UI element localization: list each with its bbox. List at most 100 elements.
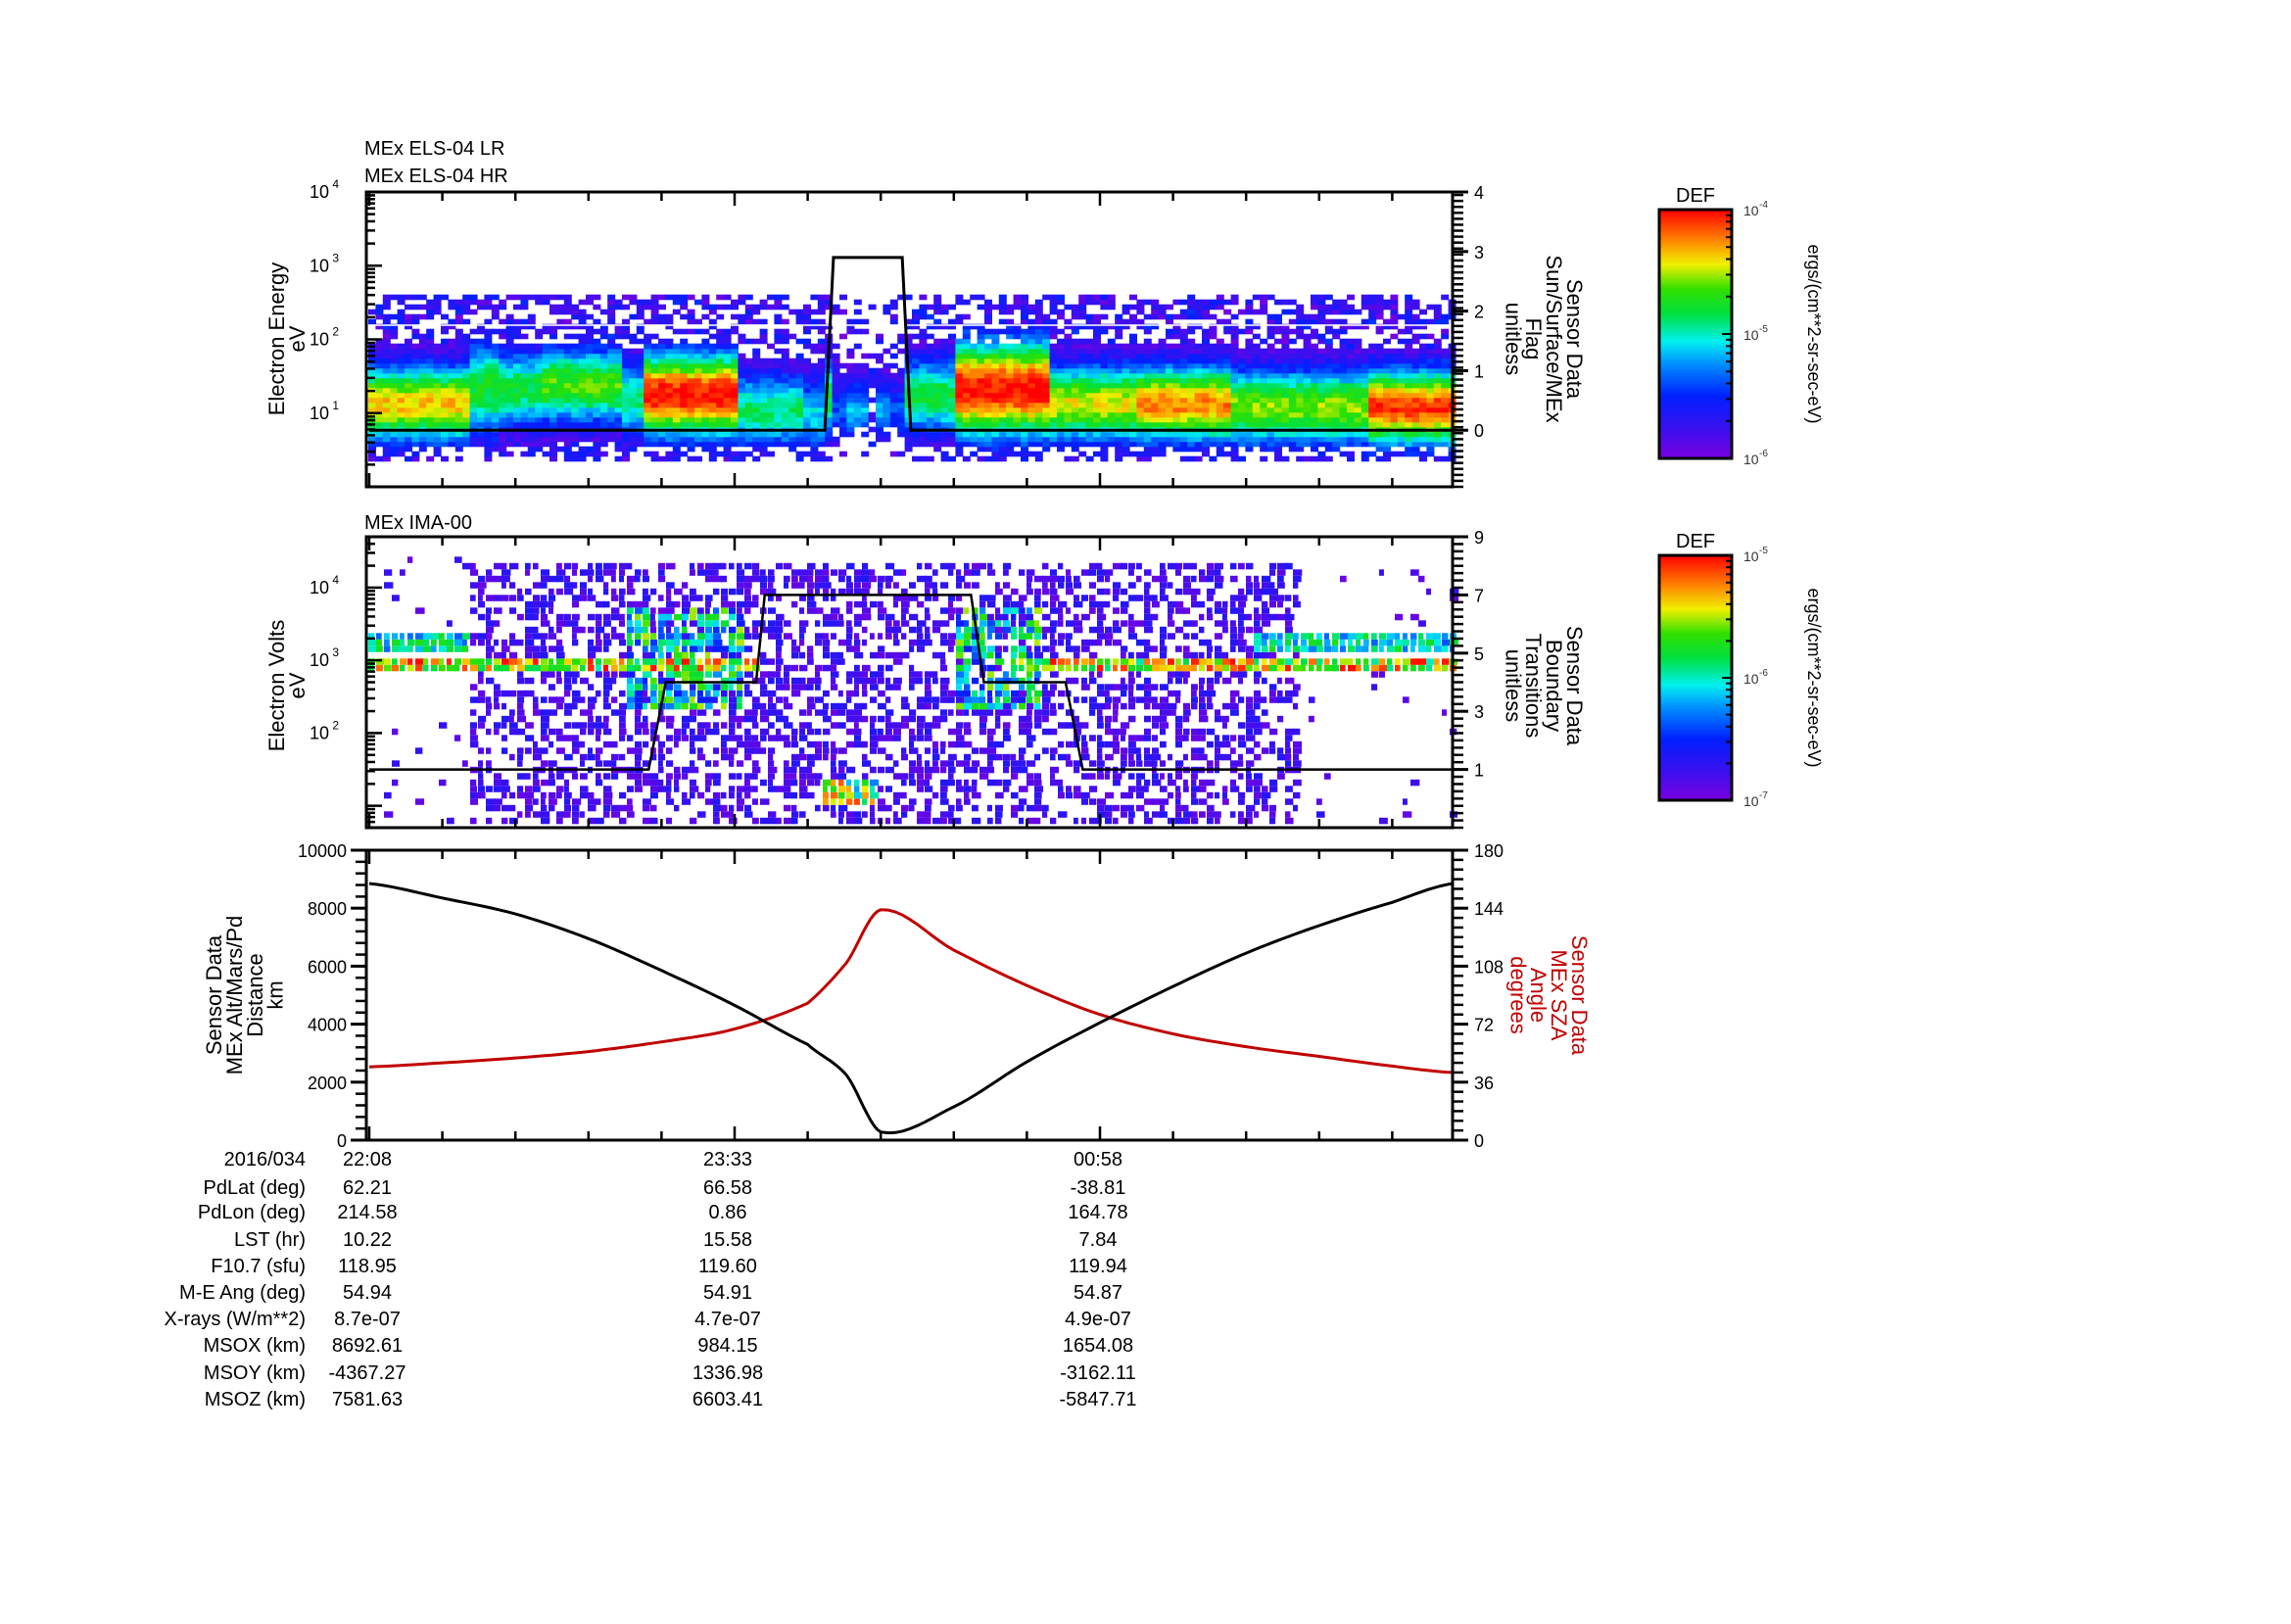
colorbar-tick-exponent: -4 <box>1759 200 1768 211</box>
annotation-value: 0.86 <box>630 1203 826 1222</box>
y-tick-label: 2000 <box>308 1074 347 1093</box>
annotation-value: 7581.63 <box>269 1390 465 1409</box>
y2-tick-label: 0 <box>1474 1131 1484 1151</box>
annotation-value: 54.94 <box>269 1283 465 1303</box>
y-tick-label: 10 <box>310 256 329 275</box>
els-y-axis-label: Electron EnergyeV <box>264 263 310 416</box>
ima-y-axis-label: Electron VoltseV <box>264 620 310 752</box>
colorbar-tick-exponent: -6 <box>1759 668 1768 679</box>
y-tick-label: 10 <box>310 330 329 350</box>
annotation-value: 119.94 <box>1000 1257 1196 1276</box>
annotation-label: MSOZ (km) <box>12 1390 306 1409</box>
y2-tick-label: 0 <box>1474 421 1484 441</box>
y2-tick-label: 7 <box>1474 586 1484 605</box>
y2-tick-label: 36 <box>1474 1074 1494 1093</box>
colorbar-tick-exponent: -5 <box>1759 324 1768 335</box>
y-tick-label: 10 <box>310 578 329 597</box>
els-y2-axis-label: Sensor DataSun/Surface/MExFlagunitless <box>1501 255 1587 422</box>
colorbar-title: DEF <box>1676 185 1715 207</box>
annotation-value: 984.15 <box>630 1336 826 1356</box>
annotation-value: 118.95 <box>269 1257 465 1276</box>
annotation-value: 54.91 <box>630 1283 826 1303</box>
annotation-value: -38.81 <box>1000 1178 1196 1198</box>
panel-ima-title: MEx IMA-00 <box>364 512 472 534</box>
y2-tick-label: 1 <box>1474 361 1484 381</box>
annotation-value: -5847.71 <box>1000 1390 1196 1409</box>
y2-tick-label: 9 <box>1474 528 1484 548</box>
colorbar-tick-label: 10 <box>1743 793 1759 809</box>
y-tick-label: 10 <box>310 723 329 742</box>
svg-text:Sensor DataSun/Surface/MExFlag: Sensor DataSun/Surface/MExFlagunitless <box>1501 255 1587 422</box>
colorbar-tick-label: 10 <box>1743 327 1759 343</box>
annotation-label: MSOX (km) <box>12 1336 306 1356</box>
y2-tick-label: 3 <box>1474 243 1484 263</box>
ima-y2-axis-label: Sensor DataBoundaryTransitionsunitless <box>1501 626 1587 746</box>
colorbar-tick-exponent: -5 <box>1759 546 1768 556</box>
colorbar-tick-label: 10 <box>1743 549 1759 564</box>
annotation-value: 214.58 <box>269 1203 465 1222</box>
y2-tick-label: 4 <box>1474 183 1484 203</box>
y-tick-exponent: 2 <box>332 718 339 732</box>
annotation-label: M-E Ang (deg) <box>12 1283 306 1303</box>
els-spectrogram <box>366 295 1456 462</box>
annotation-value: -3162.11 <box>1000 1363 1196 1383</box>
annotation-value: 7.84 <box>1000 1230 1196 1250</box>
annotation-label: LST (hr) <box>12 1230 306 1250</box>
annotation-label: PdLon (deg) <box>12 1203 306 1222</box>
annotation-value: -4367.27 <box>269 1363 465 1383</box>
annotation-value: 1654.08 <box>1000 1336 1196 1356</box>
annotation-value: 6603.41 <box>630 1390 826 1409</box>
y-tick-label: 4000 <box>308 1016 347 1035</box>
y-tick-exponent: 3 <box>332 645 339 659</box>
annotation-value: 66.58 <box>630 1178 826 1198</box>
y-tick-exponent: 4 <box>332 177 339 191</box>
orbit-lines <box>369 884 1453 1133</box>
annotation-value: 1336.98 <box>630 1363 826 1383</box>
annotation-value: 22:08 <box>269 1150 465 1170</box>
annotation-value: 4.7e-07 <box>630 1310 826 1329</box>
y2-tick-label: 144 <box>1474 899 1503 919</box>
colorbar-units: ergs/(cm**2-sr-sec-eV) <box>1804 244 1824 423</box>
colorbar-tick-label: 10 <box>1743 671 1759 687</box>
y-tick-exponent: 1 <box>332 399 339 412</box>
y-tick-label: 10 <box>310 182 329 202</box>
panel-els-title-1: MEx ELS-04 LR <box>364 138 504 160</box>
y2-tick-label: 108 <box>1474 957 1503 977</box>
annotation-value: 15.58 <box>630 1230 826 1250</box>
colorbar-tick-exponent: -6 <box>1759 449 1768 459</box>
annotation-value: 4.9e-07 <box>1000 1310 1196 1329</box>
annotation-value: 164.78 <box>1000 1203 1196 1222</box>
annotation-label: X-rays (W/m**2) <box>12 1310 306 1329</box>
y2-tick-label: 2 <box>1474 303 1484 322</box>
svg-text:Electron EnergyeV: Electron EnergyeV <box>264 263 310 416</box>
colorbar-tick-label: 10 <box>1743 203 1759 218</box>
y2-tick-label: 1 <box>1474 761 1484 781</box>
y-tick-exponent: 3 <box>332 251 339 264</box>
panel-els-title-2: MEx ELS-04 HR <box>364 166 508 187</box>
y-tick-label: 6000 <box>308 957 347 977</box>
annotation-label: 2016/034 <box>12 1150 306 1170</box>
y-tick-label: 0 <box>337 1131 347 1151</box>
annotation-value: 54.87 <box>1000 1283 1196 1303</box>
annotation-value: 10.22 <box>269 1230 465 1250</box>
annotation-value: 62.21 <box>269 1178 465 1198</box>
sza-line <box>369 910 1453 1073</box>
y-tick-label: 10000 <box>298 841 347 861</box>
annotation-value: 23:33 <box>630 1150 826 1170</box>
colorbar-tick-exponent: -7 <box>1759 790 1768 801</box>
annotation-value: 119.60 <box>630 1257 826 1276</box>
annotation-value: 8.7e-07 <box>269 1310 465 1329</box>
annotation-value: 00:58 <box>1000 1150 1196 1170</box>
y2-tick-label: 180 <box>1474 841 1503 861</box>
y-tick-label: 10 <box>310 650 329 670</box>
y2-tick-label: 3 <box>1474 702 1484 722</box>
y-tick-label: 10 <box>310 404 329 423</box>
orbit-y-axis-label: Sensor DataMEx Alt/Mars/PdDistancekm <box>202 916 288 1075</box>
ima-spectrogram <box>368 556 1458 824</box>
